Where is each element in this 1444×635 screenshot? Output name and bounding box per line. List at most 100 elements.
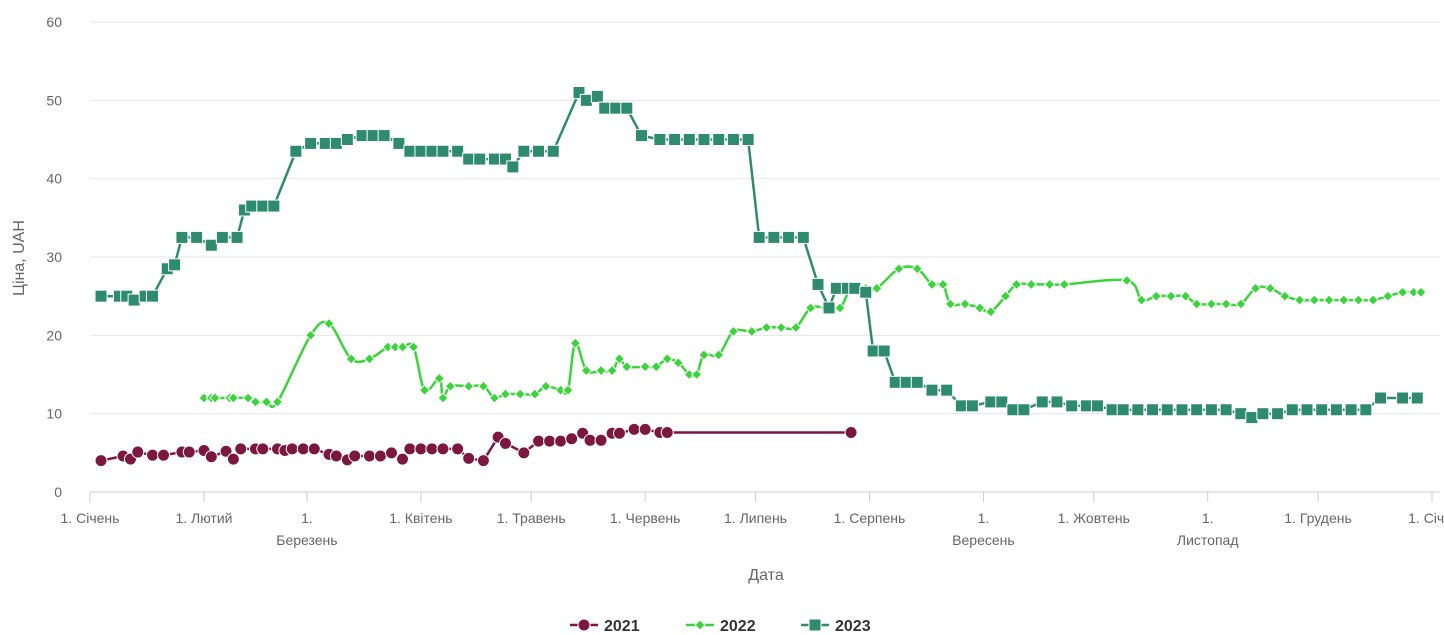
data-point <box>595 364 607 377</box>
x-tick-label: 1. Грудень <box>1284 510 1352 526</box>
data-point <box>660 425 674 439</box>
data-point <box>650 360 662 373</box>
data-point <box>249 396 262 408</box>
x-tick-label: 1. Лютий <box>175 510 232 526</box>
data-point <box>499 388 512 400</box>
data-point <box>1220 298 1232 310</box>
data-point <box>995 395 1009 409</box>
x-tick-label-line: Березень <box>276 532 337 548</box>
data-point <box>94 289 108 303</box>
data-point <box>1256 407 1270 421</box>
data-point <box>444 380 457 392</box>
data-point <box>414 144 428 158</box>
data-point <box>1367 294 1379 306</box>
series-group <box>94 86 1427 468</box>
data-point <box>436 442 450 456</box>
data-point <box>1204 403 1218 417</box>
data-point <box>1374 391 1388 405</box>
data-point <box>1344 403 1358 417</box>
legend-label: 2021 <box>604 618 640 635</box>
data-point <box>340 133 354 146</box>
data-point <box>498 436 512 450</box>
data-point <box>204 238 218 252</box>
data-point <box>209 392 221 404</box>
data-point <box>1121 274 1133 287</box>
data-point <box>590 89 604 103</box>
data-point <box>403 442 417 456</box>
data-point <box>638 422 652 436</box>
y-tick-label: 10 <box>46 406 62 422</box>
x-tick-label-line: 1. Травень <box>497 510 566 526</box>
legend: 2021 2022 2023 <box>570 618 871 635</box>
x-tick-label-line: 1. <box>301 510 313 526</box>
data-point <box>242 392 254 404</box>
data-point <box>598 101 612 115</box>
data-point <box>271 396 284 408</box>
data-point <box>1300 403 1314 417</box>
y-tick-label: 40 <box>46 171 62 187</box>
data-point <box>204 450 218 464</box>
data-point <box>1090 399 1104 413</box>
data-point <box>296 442 310 456</box>
data-point <box>811 277 825 291</box>
data-point <box>532 144 546 158</box>
data-point <box>543 434 557 448</box>
data-point <box>1116 403 1130 417</box>
data-point <box>1175 403 1189 417</box>
data-point <box>146 448 160 462</box>
data-point <box>363 353 376 365</box>
data-point <box>131 445 145 459</box>
data-point <box>146 289 160 303</box>
data-point <box>661 353 673 365</box>
data-point <box>182 445 196 459</box>
data-point <box>256 199 270 213</box>
data-point <box>569 337 582 349</box>
data-point <box>348 449 362 463</box>
data-point <box>1006 403 1020 417</box>
x-tick-label: 1. Липень <box>724 510 787 526</box>
data-point <box>1382 290 1394 302</box>
data-point <box>127 293 141 307</box>
data-point <box>1058 278 1071 291</box>
data-point <box>999 290 1012 302</box>
x-tick-label-line: 1. Червень <box>610 510 681 526</box>
data-point <box>190 230 204 244</box>
data-point <box>767 230 781 244</box>
data-point <box>433 372 445 385</box>
legend-item-2023: 2023 <box>801 618 871 635</box>
data-point <box>487 152 501 166</box>
data-point <box>1135 294 1148 306</box>
data-point <box>1190 298 1203 310</box>
data-point <box>620 101 634 115</box>
data-point <box>741 133 755 146</box>
data-point <box>1146 403 1160 417</box>
data-point <box>219 444 233 458</box>
data-point <box>613 353 626 365</box>
data-point <box>775 321 787 334</box>
data-point <box>698 349 710 361</box>
x-tick-label-line: 1. Січень <box>61 510 120 526</box>
x-tick-label: 1. Березень <box>276 510 337 548</box>
data-point <box>451 442 465 456</box>
data-point <box>425 442 439 456</box>
data-point <box>834 302 846 314</box>
x-tick-label: 1. Вересень <box>952 510 1015 548</box>
data-point <box>329 449 343 463</box>
data-point <box>1249 282 1262 295</box>
y-tick-label: 20 <box>46 327 62 343</box>
data-point <box>844 425 858 439</box>
data-point <box>462 380 475 392</box>
data-point <box>848 281 862 295</box>
data-point <box>215 230 229 244</box>
data-point <box>606 364 618 377</box>
data-point <box>488 392 501 404</box>
data-point <box>473 152 487 166</box>
x-tick-label: 1. Червень <box>610 510 681 526</box>
data-point <box>782 230 796 244</box>
x-tick-label-line: 1. Лютий <box>175 510 232 526</box>
data-point <box>893 263 905 275</box>
series-line <box>99 91 1419 419</box>
series-2021 <box>94 422 858 468</box>
data-point <box>746 325 758 338</box>
